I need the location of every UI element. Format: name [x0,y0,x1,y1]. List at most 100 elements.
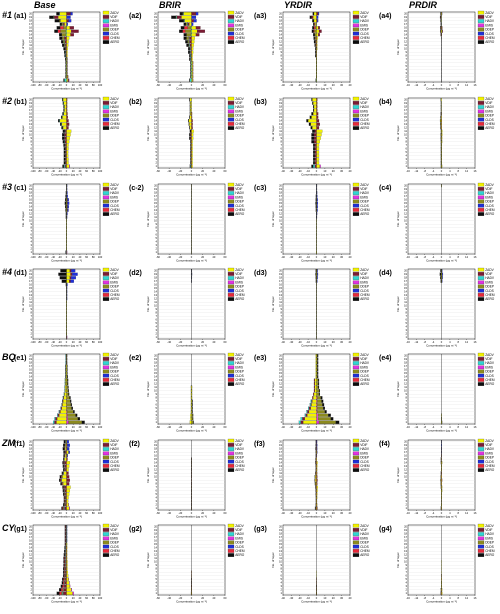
y-tick-label: 11 [404,300,407,304]
legend-label-emis: EMIS [235,23,243,27]
legend-label-aero: AERO [485,382,495,386]
bar-zadv-layer-19 [313,101,317,105]
x-tick-label: 40 [349,511,352,515]
x-tick-label: 10 [323,425,326,429]
bar-chem-layer-9 [60,478,62,482]
bar-zadv-layer-13 [310,122,317,126]
bar-chem-layer-15 [313,29,315,33]
y-tick-label: 13 [29,549,32,553]
x-tick-label: -20 [178,169,182,173]
x-tick-label: 40 [212,83,215,87]
x-tick-label: -4 [432,511,435,515]
bar-zadv-layer-4 [316,154,320,158]
legend-swatch-aero [102,553,110,557]
y-tick-label: 3 [156,157,158,161]
bars [53,354,85,424]
bar-zadv-layer-16 [316,26,319,30]
bar-aero-layer-17 [65,194,67,198]
y-tick-label: 4 [156,496,158,500]
bars [171,12,205,82]
bar-vdif-layer-4 [307,410,310,414]
x-tick-label: 80 [92,596,95,600]
bar-clds-layer-17 [70,279,74,283]
y-tick-label: 11 [154,129,157,133]
y-tick-label: 1 [406,164,408,168]
legend-swatch-emis [477,536,485,541]
y-tick-label: 12 [404,553,407,557]
panel-g1: CY (g1)1234567891011121314151617181920-10… [2,523,120,604]
bar-vdif-layer-9 [190,50,192,54]
bar-zadv-layer-3 [59,413,67,417]
x-tick-label: -8 [424,596,427,600]
x-tick-label: -30 [290,340,294,344]
legend-label-ddep: DDEP [235,114,244,118]
y-tick-label: 10 [279,560,282,564]
bar-aero-layer-4 [63,496,65,500]
y-tick-label: 18 [29,191,32,195]
legend-swatch-vdif [477,187,485,191]
bar-clds-layer-20 [195,12,199,16]
legend-label-chem: CHEM [110,378,120,382]
bar-zadv-layer-19 [190,101,192,105]
y-axis-label: No. of layer [146,211,150,226]
bar-zadv-layer-17 [315,364,317,368]
x-axis-label: Concentration (μg m⁻³) [176,515,207,519]
y-tick-label: 13 [404,36,407,40]
bar-zadv-layer-15 [65,371,67,375]
bar-ddep-layer-16 [316,368,318,372]
x-tick-label: -12 [415,255,419,259]
bar-aero-layer-17 [317,364,319,368]
y-tick-label: 13 [404,208,407,212]
bar-vdif-layer-11 [313,385,315,389]
panel-label: (f4) [379,441,390,448]
bar-aero-layer-11 [314,43,316,47]
legend-label-chem: CHEM [485,293,495,297]
bar-hadv-layer-9 [189,50,191,54]
bar-hadv-layer-19 [176,15,178,19]
y-tick-label: 5 [406,64,408,68]
legend-swatch-hadv [477,191,485,195]
y-tick-label: 16 [154,198,157,202]
legend-label-hadv: HADV [485,361,495,365]
bar-zadv-layer-9 [191,136,194,140]
bar-zadv-layer-9 [313,392,317,396]
bar-vdif-layer-13 [313,378,315,382]
y-tick-label: 10 [404,47,407,51]
legend-swatch-vdif [227,357,235,361]
bar-ddep-layer-18 [59,19,61,23]
bar-zadv-layer-1 [189,420,192,424]
y-tick-label: 8 [31,54,33,58]
y-tick-label: 16 [279,454,282,458]
y-tick-label: 13 [154,122,157,126]
y-axis-label: No. of layer [21,125,25,140]
bar-zadv-layer-8 [66,567,68,571]
y-tick-label: 6 [406,318,408,322]
bar-vdif-layer-20 [69,269,72,273]
legend-swatch-emis [477,365,485,370]
bar-ddep-layer-19 [316,357,318,361]
y-tick-label: 7 [156,229,158,233]
y-tick-label: 1 [156,250,158,254]
legend-swatch-chem [227,122,235,126]
bar-aero-layer-9 [315,50,317,54]
y-tick-label: 12 [279,468,282,472]
bar-zadv-layer-15 [311,115,317,119]
legend-label-clds: CLDS [235,374,244,378]
y-tick-label: 4 [406,410,408,414]
y-tick-label: 17 [154,535,157,539]
bar-aero-layer-16 [56,26,61,30]
legend-label-vdif: VDIF [360,357,367,361]
legend-label-emis: EMIS [360,109,368,113]
bar-aero-layer-10 [189,133,191,137]
bar-zadv-layer-4 [308,410,317,414]
y-tick-label: 16 [279,539,282,543]
bar-zadv-layer-14 [188,119,192,123]
legend-label-chem: CHEM [235,293,245,297]
bar-hadv-layer-1 [64,164,66,168]
bar-hadv-layer-7 [190,57,192,61]
legend-label-vdif: VDIF [235,357,242,361]
y-tick-label: 14 [29,375,32,379]
bar-aero-layer-12 [61,40,64,44]
